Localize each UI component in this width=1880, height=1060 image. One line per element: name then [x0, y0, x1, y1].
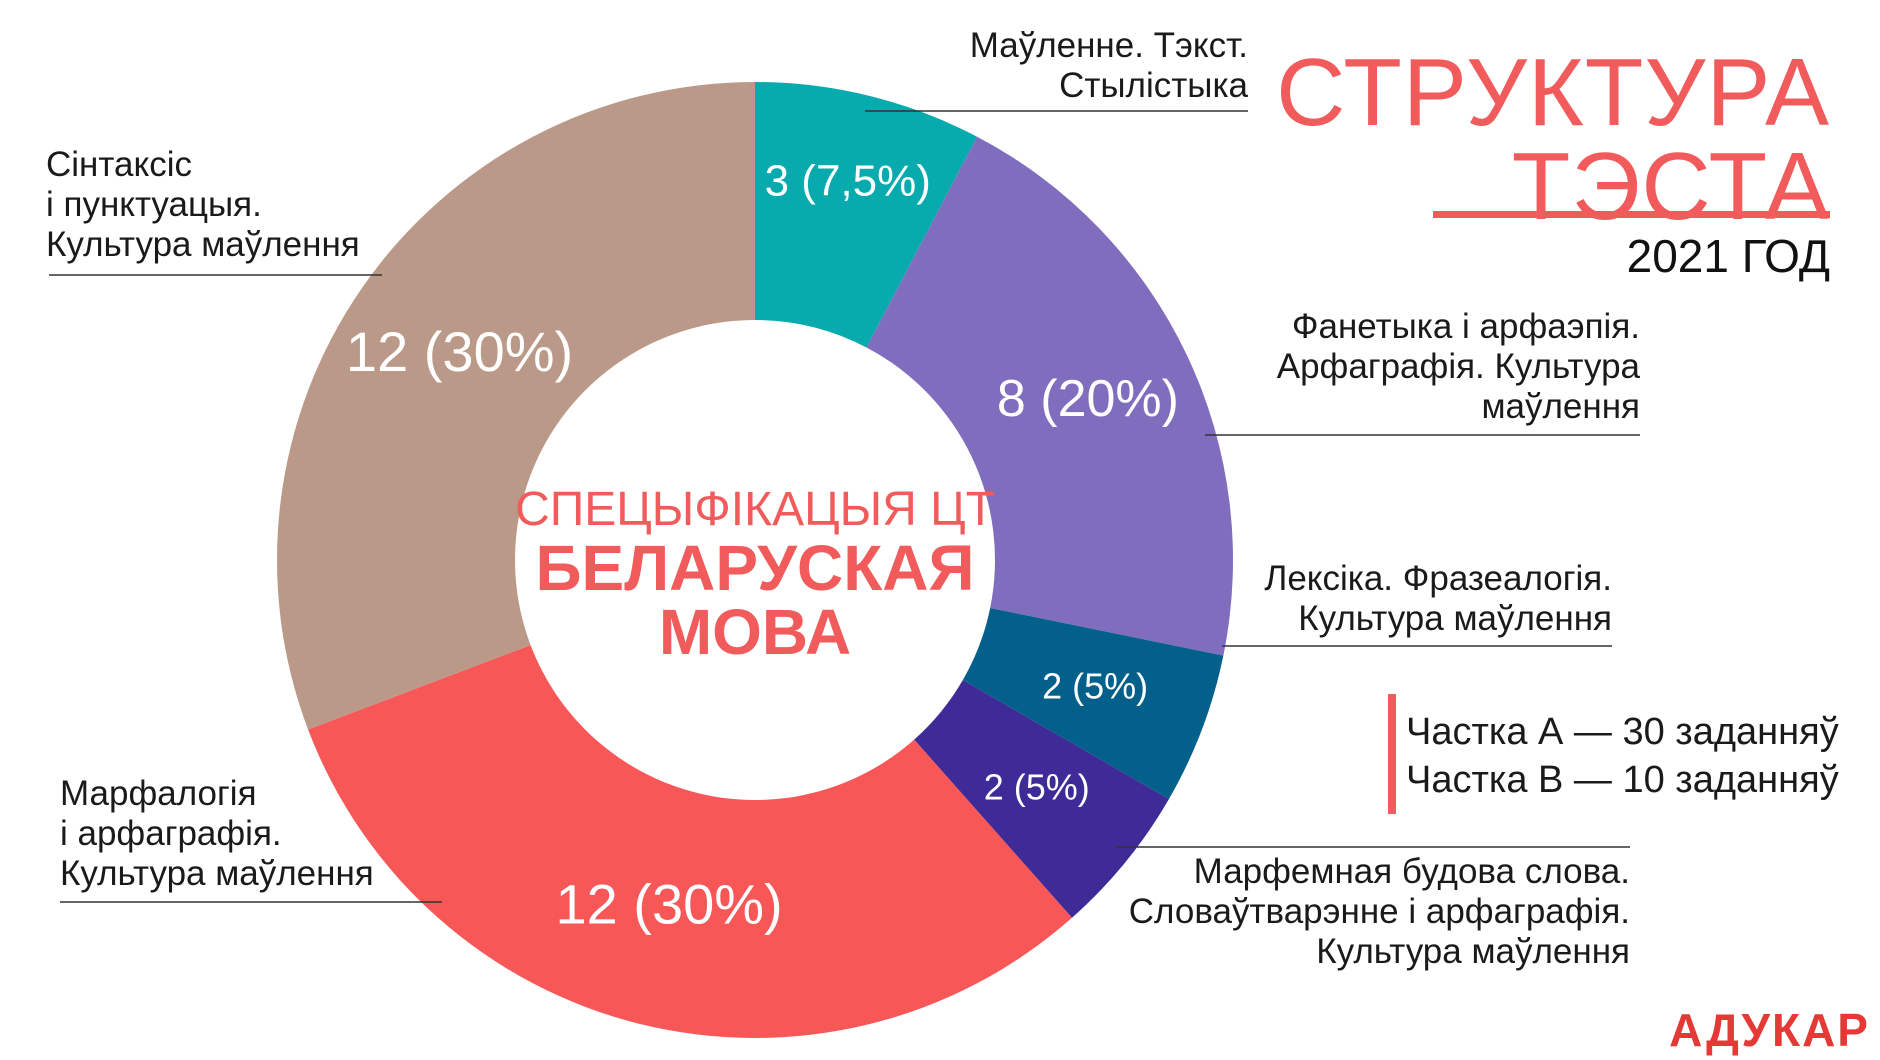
category-label-speech-text-stylistics: Маўленне. Тэкст. Стылістыка: [969, 26, 1248, 105]
slice-morphology: [308, 645, 1072, 1038]
category-label-morphology-orthography: Марфалогія і арфаграфія. Культура маўлен…: [60, 774, 374, 893]
center-title-line2: МОВА: [659, 596, 851, 668]
value-label-speech-text: 3 (7,5%): [765, 156, 931, 205]
part-a-info: Частка А — 30 заданняў: [1406, 711, 1839, 753]
slice-phonetics: [866, 136, 1234, 656]
center-title-line1: БЕЛАРУСКАЯ: [536, 532, 975, 604]
center-subtitle: СПЕЦЫФІКАЦЫЯ ЦТ: [515, 483, 995, 536]
leader-lines: [49, 110, 1640, 903]
value-label-lexicology: 2 (5%): [1042, 666, 1148, 707]
value-label-phonetics: 8 (20%): [997, 370, 1179, 428]
slice-syntax: [277, 82, 755, 730]
value-label-morphemic: 2 (5%): [984, 767, 1090, 808]
part-b-info: Частка В — 10 заданняў: [1406, 759, 1839, 801]
title-underline: [1433, 211, 1830, 218]
infographic-year: 2021 ГОД: [1626, 230, 1830, 282]
infographic-title: СТРУКТУРА ТЭСТА: [1276, 39, 1830, 240]
parts-accent-bar: [1388, 694, 1396, 814]
category-label-syntax-punctuation: Сінтаксіс і пунктуацыя. Культура маўленн…: [46, 145, 360, 264]
donut-slices: [277, 82, 1234, 1038]
slice-speech-text: [755, 82, 978, 348]
category-label-phonetics-orthography: Фанетыка і арфаэпія. Арфаграфія. Культур…: [1276, 307, 1640, 426]
donut-center: СПЕЦЫФІКАЦЫЯ ЦТ БЕЛАРУСКАЯ МОВА: [515, 483, 995, 668]
adukar-logo: АДУКАР: [1669, 1004, 1870, 1056]
slice-value-labels: 3 (7,5%) 8 (20%) 2 (5%) 2 (5%) 12 (30%) 12 (3…: [346, 156, 1179, 935]
value-label-morphology: 12 (30%): [555, 872, 782, 935]
slice-morphemic: [914, 680, 1169, 918]
value-label-syntax: 12 (30%): [346, 320, 573, 383]
slice-lexicology: [962, 608, 1224, 799]
category-label-lexicology-phraseology: Лексіка. Фразеалогія. Культура маўлення: [1264, 559, 1612, 638]
category-label-morphemic-word-formation: Марфемная будова слова. Словаўтварэнне і…: [1128, 852, 1630, 971]
